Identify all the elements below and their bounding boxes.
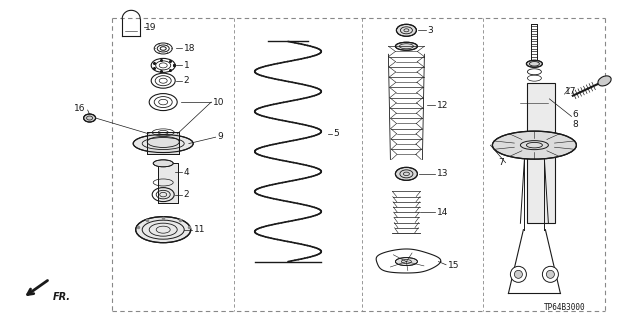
Bar: [147, 132, 179, 154]
Bar: [527, 83, 555, 223]
Circle shape: [543, 266, 559, 282]
Ellipse shape: [396, 24, 417, 36]
Bar: [147, 132, 179, 154]
Ellipse shape: [396, 257, 417, 266]
Text: 4: 4: [184, 168, 189, 177]
Bar: [158, 163, 178, 203]
Ellipse shape: [526, 60, 543, 67]
Text: 17: 17: [565, 87, 577, 96]
Bar: [527, 83, 555, 223]
Text: 2: 2: [184, 76, 189, 85]
Text: 3: 3: [428, 26, 433, 35]
Text: 16: 16: [74, 104, 86, 113]
Bar: [158, 163, 178, 203]
Text: 14: 14: [437, 208, 449, 217]
Ellipse shape: [136, 217, 191, 243]
Circle shape: [547, 270, 554, 278]
Text: 10: 10: [213, 98, 225, 107]
Text: FR.: FR.: [53, 292, 71, 302]
Ellipse shape: [396, 167, 417, 180]
Circle shape: [511, 266, 526, 282]
Ellipse shape: [133, 135, 193, 152]
Text: 15: 15: [448, 261, 460, 270]
Text: 6: 6: [573, 110, 579, 119]
Ellipse shape: [492, 131, 577, 159]
Ellipse shape: [598, 76, 611, 86]
Text: 1: 1: [184, 61, 189, 70]
Text: 12: 12: [437, 101, 449, 110]
Text: 8: 8: [573, 120, 579, 129]
Text: 5: 5: [333, 130, 339, 138]
Ellipse shape: [153, 160, 173, 167]
Ellipse shape: [396, 42, 417, 50]
Text: 18: 18: [184, 44, 195, 53]
Text: TP64B3000: TP64B3000: [544, 303, 586, 312]
Text: 7: 7: [498, 158, 504, 167]
Text: 2: 2: [184, 190, 189, 199]
Ellipse shape: [84, 114, 95, 122]
Text: 13: 13: [437, 169, 449, 178]
Text: 19: 19: [145, 23, 157, 32]
Text: 9: 9: [218, 132, 223, 141]
Text: 11: 11: [194, 225, 205, 234]
Circle shape: [515, 270, 522, 278]
